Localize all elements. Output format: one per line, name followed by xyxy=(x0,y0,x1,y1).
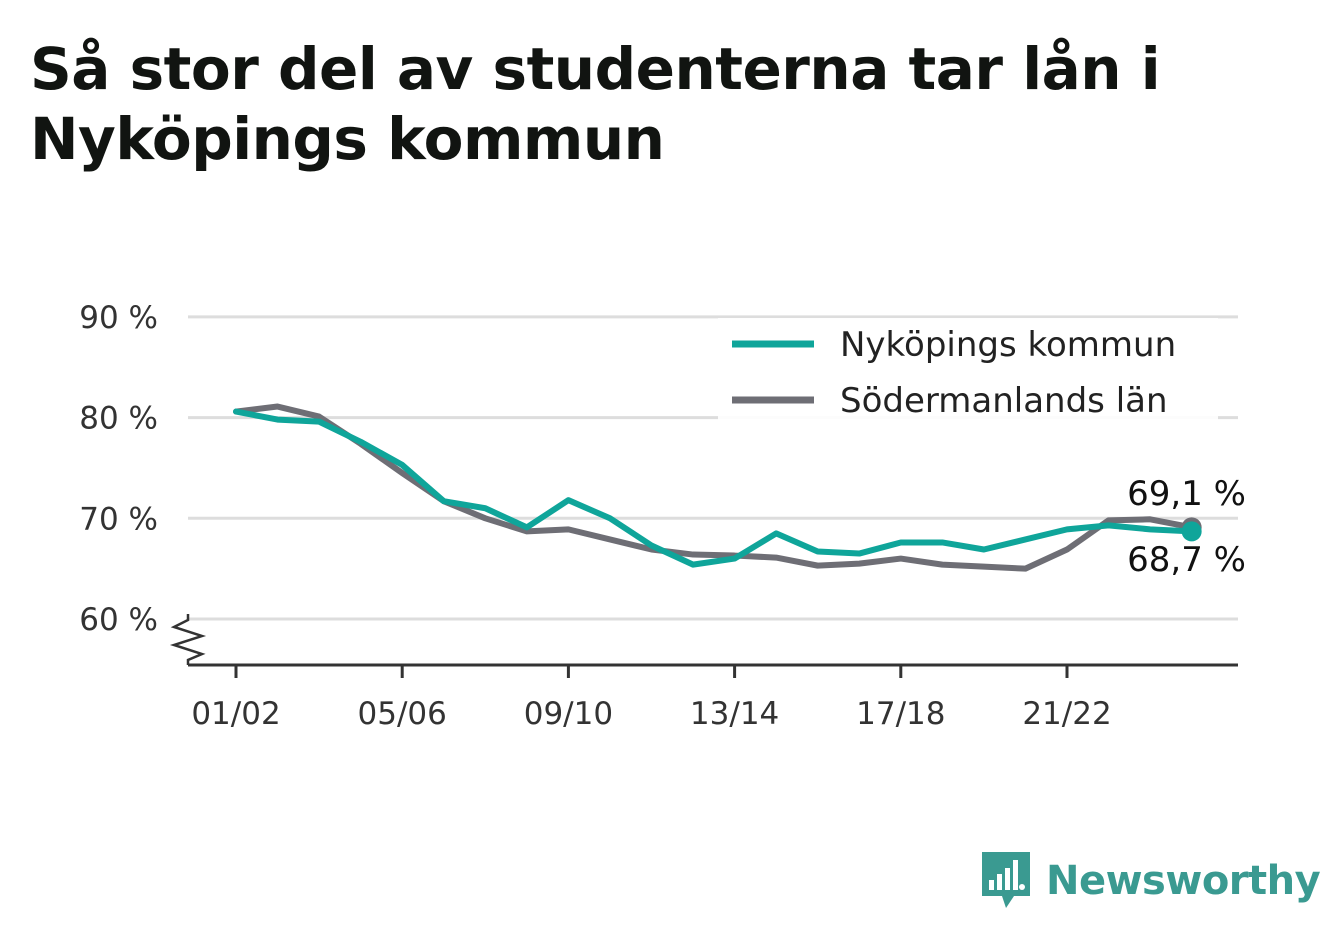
x-tick-label: 09/10 xyxy=(524,696,613,732)
x-tick-label: 13/14 xyxy=(690,696,779,732)
x-axis: 01/02 05/06 09/10 13/14 17/18 21/22 xyxy=(169,614,1238,732)
y-axis-ticks: 60 % 70 % 80 % 90 % xyxy=(79,300,158,638)
series-lines xyxy=(233,403,1202,572)
legend-label: Södermanlands län xyxy=(840,381,1168,421)
y-tick-label: 70 % xyxy=(79,501,158,537)
end-label-nykoping: 68,7 % xyxy=(1127,540,1246,580)
series-line-nykoping xyxy=(233,408,1195,568)
chart-title: Så stor del av studenterna tar lån i Nyk… xyxy=(30,35,1161,173)
legend: Nyköpings kommun Södermanlands län xyxy=(718,318,1218,426)
series-end-point xyxy=(1181,521,1202,542)
y-tick-label: 60 % xyxy=(79,602,158,638)
y-tick-label: 80 % xyxy=(79,401,158,437)
end-labels: 69,1 % 68,7 % xyxy=(1127,474,1246,580)
legend-label: Nyköpings kommun xyxy=(840,325,1176,365)
x-tick-label: 01/02 xyxy=(191,696,280,732)
axis-break-mark xyxy=(169,614,207,665)
newsworthy-brand: Newsworthy xyxy=(980,850,1321,912)
series-line-sodermanland xyxy=(233,403,1195,572)
legend-background xyxy=(718,318,1218,426)
y-tick-label: 90 % xyxy=(79,300,158,336)
x-tick-label: 17/18 xyxy=(856,696,945,732)
brand-name: Newsworthy xyxy=(1046,858,1321,904)
x-tick-label: 05/06 xyxy=(358,696,447,732)
x-tick-label: 21/22 xyxy=(1022,696,1111,732)
newsworthy-logo-icon xyxy=(982,852,1030,908)
end-label-sodermanland: 69,1 % xyxy=(1127,474,1246,514)
